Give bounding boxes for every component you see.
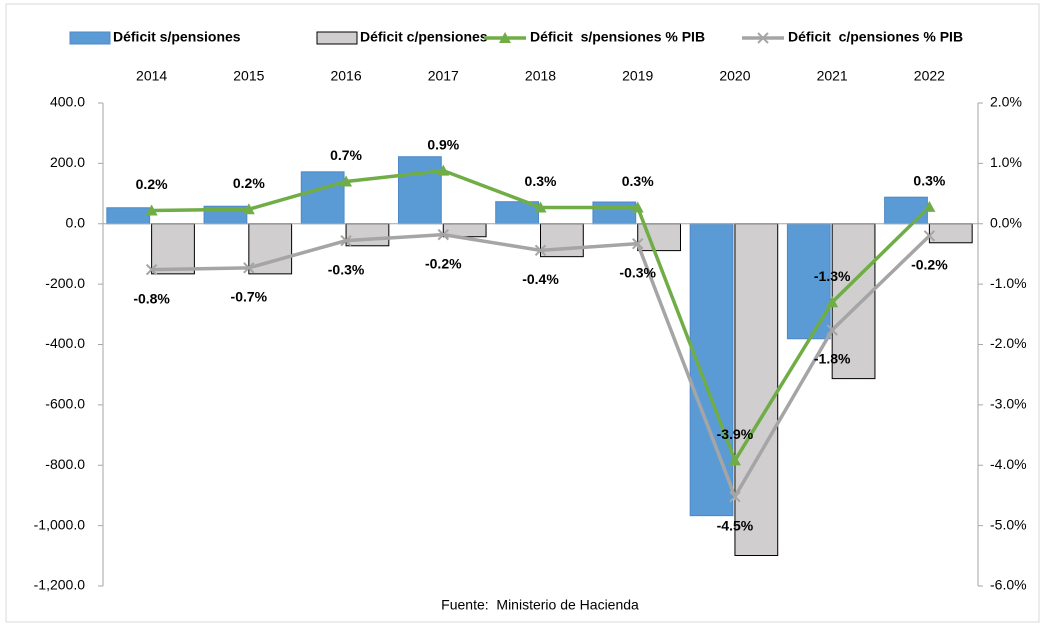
legend-label: Déficit s/pensiones bbox=[113, 29, 241, 45]
bar bbox=[300, 171, 345, 225]
data-label: 0.3% bbox=[913, 173, 945, 189]
x-tick-label: 2020 bbox=[719, 68, 750, 84]
y2-tick-label: -6.0% bbox=[990, 577, 1027, 593]
data-label: 0.2% bbox=[136, 176, 168, 192]
data-label: 0.7% bbox=[330, 147, 362, 163]
legend-label: Déficit s/pensiones % PIB bbox=[530, 29, 705, 45]
y-tick-label: -200.0 bbox=[45, 275, 85, 291]
marker-stroke bbox=[145, 263, 158, 276]
chart-border bbox=[5, 3, 1040, 623]
bar bbox=[540, 223, 584, 258]
x-tick-label: 2019 bbox=[622, 68, 653, 84]
data-label: -3.9% bbox=[717, 426, 754, 442]
y-tick-label: -600.0 bbox=[45, 396, 85, 412]
x-tick-label: 2017 bbox=[428, 68, 459, 84]
y2-tick-label: -3.0% bbox=[990, 396, 1027, 412]
data-label: -0.3% bbox=[619, 264, 656, 280]
marker bbox=[243, 262, 255, 274]
marker-stroke bbox=[340, 234, 352, 247]
data-label: -0.2% bbox=[425, 255, 462, 271]
data-label: -0.4% bbox=[522, 271, 559, 287]
y-tick-label: 200.0 bbox=[50, 154, 85, 170]
y-tick-label: -800.0 bbox=[45, 456, 85, 472]
marker-stroke bbox=[632, 237, 644, 250]
y-tick-label: -1,000.0 bbox=[34, 516, 86, 532]
marker-stroke bbox=[729, 490, 741, 503]
legend-swatch bbox=[316, 31, 358, 45]
marker bbox=[729, 490, 741, 503]
data-label: -4.5% bbox=[717, 517, 754, 533]
marker-stroke bbox=[534, 244, 547, 257]
marker-stroke bbox=[757, 32, 769, 44]
x-tick-label: 2022 bbox=[914, 68, 945, 84]
y-tick-label: 400.0 bbox=[50, 94, 85, 110]
bar bbox=[831, 223, 876, 380]
marker bbox=[145, 204, 158, 216]
bar bbox=[689, 223, 734, 517]
y-tick-label: 0.0 bbox=[66, 214, 86, 230]
marker bbox=[340, 175, 353, 187]
y2-tick-label: 2.0% bbox=[990, 94, 1022, 110]
x-tick-label: 2018 bbox=[525, 68, 556, 84]
marker bbox=[340, 234, 352, 247]
marker bbox=[437, 164, 450, 176]
legend-swatch bbox=[69, 31, 111, 45]
x-tick-label: 2014 bbox=[136, 68, 167, 84]
marker bbox=[534, 244, 547, 257]
data-label: -0.3% bbox=[328, 261, 365, 277]
y-tick-label: -1,200.0 bbox=[34, 577, 86, 593]
y2-tick-label: 0.0% bbox=[990, 214, 1022, 230]
y2-tick-label: -1.0% bbox=[990, 275, 1027, 291]
marker bbox=[826, 296, 839, 308]
bar bbox=[151, 223, 195, 275]
bar bbox=[592, 201, 637, 225]
marker bbox=[145, 263, 158, 276]
marker bbox=[242, 203, 255, 215]
marker bbox=[632, 237, 644, 250]
x-tick-label: 2015 bbox=[233, 68, 264, 84]
data-label: 0.3% bbox=[622, 173, 654, 189]
marker-stroke bbox=[826, 324, 838, 336]
data-label: -1.3% bbox=[814, 268, 851, 284]
data-label: -1.8% bbox=[814, 351, 851, 367]
marker bbox=[923, 200, 936, 212]
marker-stroke bbox=[923, 230, 936, 242]
marker bbox=[437, 228, 449, 241]
bar bbox=[106, 207, 151, 225]
marker bbox=[757, 32, 769, 44]
data-label: 0.9% bbox=[427, 136, 459, 152]
x-tick-label: 2016 bbox=[330, 68, 361, 84]
y2-tick-label: 1.0% bbox=[990, 154, 1022, 170]
data-label: 0.3% bbox=[525, 173, 557, 189]
bar bbox=[398, 156, 442, 225]
y-tick-label: -400.0 bbox=[45, 335, 85, 351]
marker-stroke bbox=[437, 228, 449, 241]
bar bbox=[928, 223, 973, 244]
marker bbox=[534, 201, 547, 213]
legend-label: Déficit c/pensiones % PIB bbox=[788, 29, 963, 45]
data-label: 0.2% bbox=[233, 175, 265, 191]
marker bbox=[826, 324, 838, 336]
x-tick-label: 2021 bbox=[817, 68, 848, 84]
bar bbox=[345, 223, 390, 247]
data-label: -0.2% bbox=[911, 257, 948, 273]
y2-tick-label: -4.0% bbox=[990, 456, 1027, 472]
bar bbox=[734, 223, 779, 557]
data-label: -0.8% bbox=[133, 290, 170, 306]
y2-tick-label: -2.0% bbox=[990, 335, 1027, 351]
bar bbox=[884, 196, 928, 225]
marker bbox=[631, 201, 644, 213]
data-label: -0.7% bbox=[231, 289, 268, 305]
marker bbox=[499, 32, 511, 43]
marker bbox=[728, 454, 741, 466]
marker bbox=[923, 230, 936, 242]
source: Fuente: Ministerio de Hacienda bbox=[441, 597, 639, 613]
marker-stroke bbox=[243, 262, 255, 274]
y2-tick-label: -5.0% bbox=[990, 516, 1027, 532]
legend-label: Déficit c/pensiones bbox=[360, 29, 488, 45]
